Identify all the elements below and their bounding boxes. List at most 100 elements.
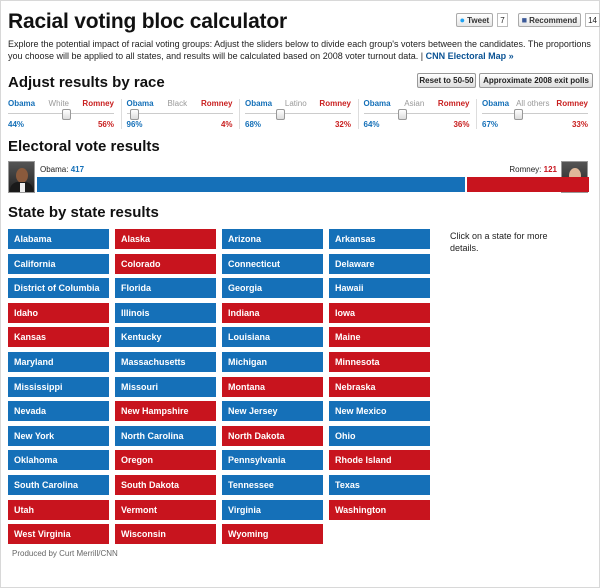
state-button[interactable]: Maine: [329, 327, 430, 348]
state-button[interactable]: District of Columbia: [8, 278, 109, 299]
state-button[interactable]: Ohio: [329, 425, 430, 446]
state-button[interactable]: Arkansas: [329, 229, 430, 249]
romney-side-label: Romney: [437, 99, 470, 108]
race-labels: Obama All others Romney: [482, 99, 588, 108]
state-button[interactable]: Arizona: [222, 229, 323, 249]
race-slider-0: Obama White Romney 44% 56%: [8, 99, 114, 129]
race-percentages: 96% 4%: [127, 120, 233, 129]
state-button[interactable]: Illinois: [115, 302, 216, 323]
intro-text: Explore the potential impact of racial v…: [8, 39, 591, 61]
cnn-electoral-map-link[interactable]: CNN Electoral Map »: [425, 51, 514, 61]
state-button[interactable]: Louisiana: [222, 327, 323, 348]
state-button[interactable]: Maryland: [8, 352, 109, 372]
slider-thumb[interactable]: [62, 109, 72, 120]
state-button[interactable]: Vermont: [115, 499, 216, 520]
race-name: White: [48, 99, 69, 108]
state-button[interactable]: Iowa: [329, 302, 430, 323]
race-labels: Obama Latino Romney: [245, 99, 351, 108]
state-button[interactable]: Wyoming: [222, 524, 323, 545]
romney-side-label: Romney: [200, 99, 233, 108]
slider-thumb[interactable]: [514, 109, 523, 120]
slider-track[interactable]: [126, 113, 233, 114]
state-button[interactable]: Tennessee: [222, 475, 323, 495]
state-button[interactable]: Minnesota: [329, 352, 430, 372]
tweet-button[interactable]: ● Tweet: [455, 13, 494, 27]
state-button[interactable]: New Hampshire: [115, 401, 216, 422]
obama-percent: 64%: [363, 120, 380, 129]
slider-thumb[interactable]: [276, 109, 286, 120]
social-buttons: ● Tweet 7 ■ Recommend 14: [455, 13, 600, 27]
state-button[interactable]: Nevada: [8, 401, 109, 422]
romney-percent: 4%: [220, 120, 233, 129]
state-button[interactable]: Pennsylvania: [222, 450, 323, 471]
romney-side-label: Romney: [82, 99, 114, 108]
slider-divider: [120, 99, 122, 129]
race-percentages: 44% 56%: [8, 120, 114, 129]
state-button[interactable]: Virginia: [222, 499, 323, 520]
obama-label: Obama:: [40, 165, 69, 174]
obama-side-label: Obama: [363, 99, 391, 108]
state-button[interactable]: Utah: [8, 499, 109, 520]
state-button[interactable]: Michigan: [222, 352, 323, 372]
slider-track[interactable]: [482, 113, 588, 114]
race-slider-1: Obama Black Romney 96% 4%: [126, 99, 233, 129]
state-button[interactable]: New Jersey: [222, 401, 323, 422]
state-button[interactable]: Montana: [222, 376, 323, 397]
state-button[interactable]: Kansas: [8, 327, 109, 348]
state-button[interactable]: Kentucky: [115, 327, 216, 348]
state-button[interactable]: Missouri: [115, 376, 216, 397]
obama-side-label: Obama: [126, 99, 154, 108]
state-button[interactable]: Rhode Island: [329, 450, 430, 471]
reset-50-50-button[interactable]: Reset to 50-50: [417, 73, 476, 88]
slider-track[interactable]: [8, 113, 114, 114]
race-name: Black: [167, 99, 188, 108]
state-button[interactable]: Idaho: [8, 302, 109, 323]
race-name: All others: [516, 99, 550, 108]
state-button[interactable]: Mississippi: [8, 376, 109, 397]
race-slider-4: Obama All others Romney 67% 33%: [482, 99, 588, 129]
romney-label: Romney:: [509, 165, 542, 174]
state-button[interactable]: Texas: [329, 475, 430, 495]
state-button[interactable]: South Dakota: [115, 475, 216, 495]
state-button[interactable]: Connecticut: [222, 253, 323, 274]
state-button[interactable]: Georgia: [222, 278, 323, 299]
slider-thumb[interactable]: [130, 109, 140, 120]
obama-percent: 68%: [245, 120, 262, 129]
recommend-button[interactable]: ■ Recommend: [517, 13, 582, 27]
slider-track[interactable]: [245, 113, 351, 114]
state-button[interactable]: Delaware: [329, 253, 430, 274]
state-button[interactable]: Nebraska: [329, 376, 430, 397]
state-button[interactable]: Colorado: [115, 253, 216, 274]
state-button[interactable]: Massachusetts: [115, 352, 216, 372]
romney-votes: 121: [543, 165, 557, 174]
state-button[interactable]: Oklahoma: [8, 450, 109, 471]
state-click-note: Click on a state for more details.: [450, 231, 548, 253]
state-button[interactable]: North Carolina: [115, 425, 216, 446]
state-button[interactable]: Washington: [329, 499, 430, 520]
state-button[interactable]: Hawaii: [329, 278, 430, 299]
obama-side-label: Obama: [245, 99, 273, 108]
state-button[interactable]: Oregon: [115, 450, 216, 471]
state-button[interactable]: Wisconsin: [115, 524, 216, 545]
approximate-exit-polls-button[interactable]: Approximate 2008 exit polls: [479, 73, 593, 88]
romney-electoral-bar: [467, 177, 589, 192]
slider-track[interactable]: [363, 113, 470, 114]
state-button[interactable]: California: [8, 253, 109, 274]
race-slider-3: Obama Asian Romney 64% 36%: [363, 99, 470, 129]
race-labels: Obama Black Romney: [127, 99, 233, 108]
obama-avatar: [8, 161, 35, 193]
state-button[interactable]: Alabama: [8, 229, 109, 249]
race-percentages: 67% 33%: [482, 120, 588, 129]
states-heading: State by state results: [8, 204, 159, 221]
state-button[interactable]: South Carolina: [8, 475, 109, 495]
slider-thumb[interactable]: [398, 109, 408, 120]
state-button[interactable]: New Mexico: [329, 401, 430, 422]
state-button[interactable]: New York: [8, 425, 109, 446]
state-button[interactable]: Indiana: [222, 302, 323, 323]
state-button[interactable]: Alaska: [115, 229, 216, 249]
adjust-heading: Adjust results by race: [8, 74, 165, 91]
page-title: Racial voting bloc calculator: [8, 10, 287, 33]
state-button[interactable]: West Virginia: [8, 524, 109, 545]
state-button[interactable]: Florida: [115, 278, 216, 299]
state-button[interactable]: North Dakota: [222, 425, 323, 446]
